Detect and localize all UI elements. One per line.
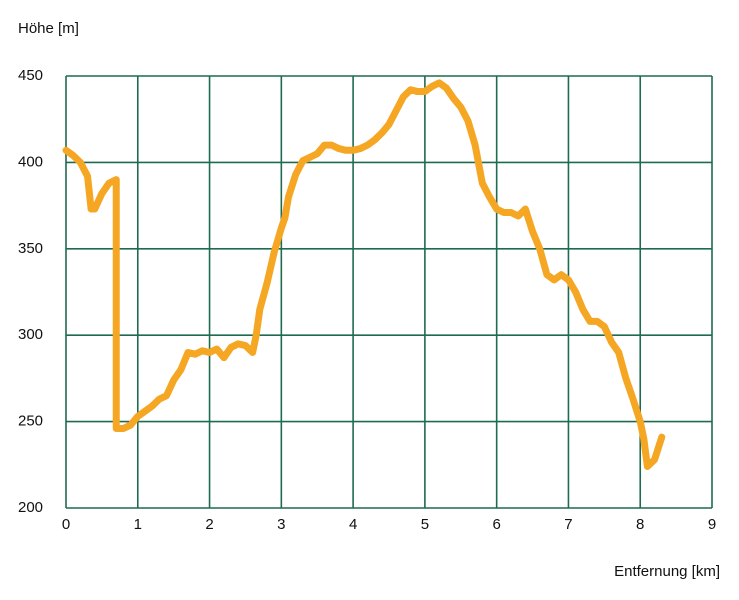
x-tick-label: 2	[205, 516, 213, 533]
x-tick-label: 3	[277, 516, 285, 533]
y-tick-label: 350	[18, 240, 43, 257]
y-tick-label: 400	[18, 153, 43, 170]
x-tick-label: 9	[708, 516, 716, 533]
y-tick-label: 250	[18, 413, 43, 430]
y-axis-label: Höhe [m]	[18, 20, 79, 37]
x-tick-label: 5	[421, 516, 429, 533]
y-tick-label: 450	[18, 67, 43, 84]
x-tick-label: 7	[564, 516, 572, 533]
x-tick-label: 4	[349, 516, 357, 533]
elevation-line	[62, 79, 666, 471]
x-axis-label: Entfernung [km]	[614, 563, 720, 580]
y-tick-label: 300	[18, 326, 43, 343]
x-tick-label: 0	[62, 516, 70, 533]
y-tick-label: 200	[18, 499, 43, 516]
x-tick-label: 6	[492, 516, 500, 533]
x-tick-label: 1	[134, 516, 142, 533]
x-tick-label: 8	[636, 516, 644, 533]
